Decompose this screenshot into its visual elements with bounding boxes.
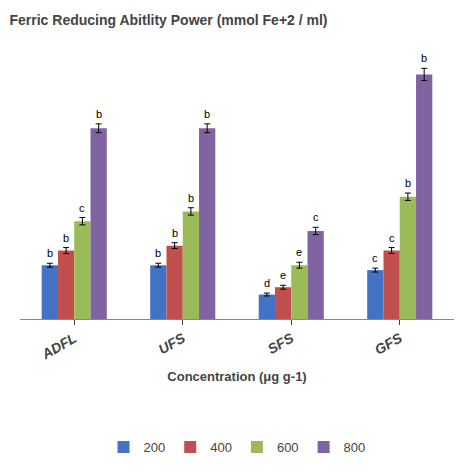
svg-text:200: 200 — [144, 440, 166, 455]
svg-text:c: c — [389, 232, 395, 244]
svg-text:ADFL: ADFL — [38, 330, 79, 363]
svg-text:b: b — [155, 247, 161, 259]
svg-text:b: b — [47, 247, 53, 259]
svg-text:b: b — [421, 52, 427, 64]
svg-text:400: 400 — [210, 440, 232, 455]
svg-text:b: b — [188, 192, 194, 204]
svg-text:c: c — [372, 252, 378, 264]
svg-text:c: c — [313, 211, 319, 223]
svg-text:600: 600 — [277, 440, 299, 455]
svg-text:GFS: GFS — [372, 329, 405, 358]
svg-text:c: c — [79, 202, 85, 214]
svg-text:e: e — [280, 269, 286, 281]
svg-text:Concentration (μg g-1): Concentration (μg g-1) — [167, 369, 306, 384]
svg-text:e: e — [296, 246, 302, 258]
svg-text:Ferric Reducing Abitlity Power: Ferric Reducing Abitlity Power (mmol Fe+… — [9, 12, 327, 28]
svg-text:b: b — [405, 177, 411, 189]
svg-text:b: b — [204, 108, 210, 120]
svg-text:b: b — [63, 232, 69, 244]
svg-text:d: d — [264, 277, 270, 289]
svg-text:SFS: SFS — [265, 329, 297, 357]
svg-text:b: b — [96, 108, 102, 120]
svg-text:800: 800 — [344, 440, 366, 455]
svg-text:b: b — [172, 227, 178, 239]
svg-text:UFS: UFS — [156, 329, 189, 357]
